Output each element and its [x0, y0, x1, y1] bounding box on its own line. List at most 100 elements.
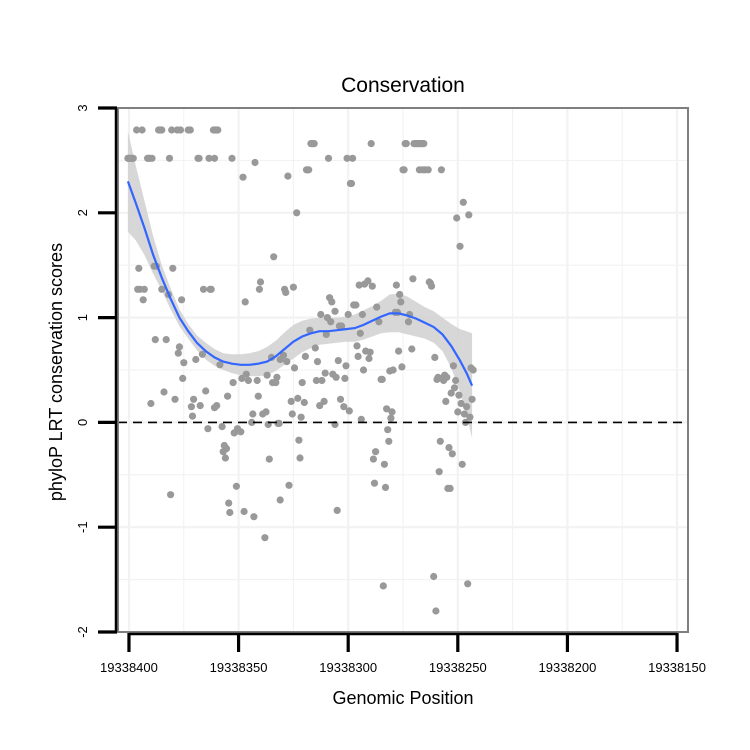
data-point-122 — [295, 436, 303, 444]
data-point-180 — [364, 277, 372, 285]
data-point-167 — [349, 154, 357, 162]
data-point-77 — [232, 482, 240, 490]
data-point-144 — [322, 330, 330, 338]
data-point-203 — [392, 281, 400, 289]
data-point-87 — [248, 418, 256, 426]
data-point-49 — [196, 402, 204, 410]
data-point-27 — [162, 336, 170, 344]
x-tick-label-2: 19338300 — [319, 660, 377, 675]
data-point-155 — [334, 357, 342, 365]
data-point-116 — [287, 397, 295, 405]
data-point-241 — [437, 166, 445, 174]
data-point-89 — [250, 513, 258, 521]
data-point-251 — [448, 450, 456, 458]
data-point-269 — [468, 395, 476, 403]
data-point-83 — [240, 507, 248, 516]
x-tick-label-5: 19338150 — [648, 660, 706, 675]
data-point-80 — [237, 428, 245, 436]
data-point-19 — [151, 336, 159, 344]
data-point-131 — [306, 326, 314, 334]
data-point-115 — [285, 481, 293, 489]
data-point-121 — [294, 394, 302, 402]
data-point-208 — [398, 363, 406, 371]
data-point-119 — [290, 364, 299, 372]
data-point-84 — [241, 298, 249, 306]
data-point-52 — [202, 387, 210, 395]
data-point-85 — [242, 370, 250, 378]
data-point-62 — [210, 154, 219, 162]
data-point-182 — [366, 348, 374, 356]
data-point-141 — [318, 376, 326, 385]
data-point-44 — [188, 412, 197, 420]
data-point-5 — [129, 154, 137, 162]
data-point-207 — [397, 298, 405, 306]
data-point-123 — [296, 454, 304, 462]
chart-title: Conservation — [341, 74, 465, 97]
data-point-255 — [453, 214, 461, 222]
data-point-173 — [355, 281, 363, 289]
data-point-177 — [359, 366, 368, 374]
data-point-175 — [357, 415, 365, 423]
data-point-92 — [254, 392, 262, 400]
data-point-36 — [175, 343, 183, 351]
data-point-266 — [465, 211, 473, 219]
data-point-215 — [408, 345, 416, 353]
data-point-174 — [356, 329, 364, 337]
data-point-32 — [169, 264, 177, 272]
data-point-72 — [225, 499, 233, 507]
data-point-189 — [375, 318, 383, 326]
data-point-192 — [379, 582, 387, 590]
data-point-142 — [320, 397, 328, 405]
data-point-26 — [160, 388, 168, 396]
data-point-194 — [381, 483, 390, 491]
data-point-164 — [345, 407, 353, 415]
data-point-94 — [256, 278, 265, 286]
data-point-149 — [328, 298, 336, 306]
data-point-183 — [367, 140, 375, 148]
confidence-ribbon — [127, 131, 473, 439]
data-point-118 — [289, 283, 297, 291]
data-point-54 — [205, 154, 213, 162]
data-point-172 — [354, 352, 362, 360]
data-point-70 — [222, 445, 231, 453]
data-point-25 — [158, 285, 166, 293]
data-point-138 — [313, 358, 322, 366]
data-point-234 — [430, 572, 438, 581]
data-point-86 — [244, 376, 252, 385]
data-point-166 — [347, 179, 356, 188]
data-point-193 — [380, 460, 388, 468]
data-point-162 — [343, 154, 351, 162]
data-point-233 — [427, 282, 436, 290]
x-tick-label-1: 19338350 — [210, 660, 268, 675]
y-tick-label-2: 0 — [75, 419, 90, 426]
data-point-50 — [198, 350, 206, 358]
data-point-184 — [368, 282, 376, 290]
data-point-176 — [358, 310, 366, 319]
y-tick-label-0: -2 — [75, 626, 90, 638]
data-point-249 — [446, 484, 454, 492]
data-point-158 — [338, 322, 346, 330]
data-point-188 — [373, 303, 381, 311]
data-point-262 — [460, 410, 468, 418]
data-point-187 — [372, 448, 380, 456]
y-tick-label-4: 2 — [75, 209, 90, 216]
data-point-71 — [224, 392, 232, 400]
data-point-163 — [344, 310, 352, 319]
data-point-48 — [195, 154, 203, 162]
data-point-205 — [395, 347, 403, 355]
data-point-146 — [324, 154, 333, 162]
y-tick-label-1: -1 — [75, 521, 90, 533]
data-point-113 — [283, 358, 291, 366]
data-point-112 — [282, 288, 290, 296]
data-point-196 — [384, 426, 392, 434]
data-point-6 — [133, 126, 141, 134]
x-tick-label-4: 19338200 — [539, 660, 597, 675]
x-axis-label: Genomic Position — [332, 688, 473, 708]
data-point-46 — [192, 355, 200, 364]
data-point-24 — [158, 126, 166, 134]
data-point-105 — [273, 373, 281, 381]
data-point-245 — [442, 397, 450, 405]
data-point-257 — [455, 391, 463, 399]
data-point-33 — [171, 395, 179, 403]
data-point-65 — [216, 361, 224, 369]
